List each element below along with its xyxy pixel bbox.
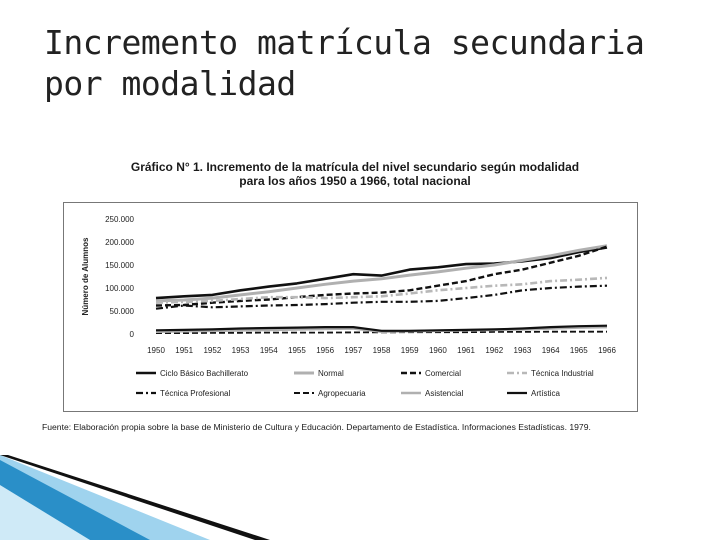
legend-label: Comercial <box>425 369 461 378</box>
x-tick-label: 1952 <box>203 346 221 355</box>
x-tick-label: 1965 <box>570 346 588 355</box>
series-line <box>155 324 608 332</box>
series-line <box>155 245 608 307</box>
series-line <box>155 246 608 300</box>
x-tick-label: 1959 <box>401 346 419 355</box>
legend-label: Técnica Profesional <box>160 389 230 398</box>
source-note: Fuente: Elaboración propia sobre la base… <box>42 422 591 432</box>
figure-title-line-1: Gráfico N° 1. Incremento de la matrícula… <box>130 160 580 174</box>
x-tick-label: 1960 <box>429 346 447 355</box>
corner-decoration-dark-stripe <box>0 455 270 540</box>
x-tick-label: 1966 <box>598 346 616 355</box>
series-line <box>155 244 608 303</box>
figure-title-line-2: para los años 1950 a 1966, total naciona… <box>239 174 471 188</box>
corner-decoration-pale-wedge <box>0 485 90 540</box>
y-axis-label: Número de Alumnos <box>81 237 90 315</box>
y-tick-label: 0 <box>130 330 135 339</box>
y-tick-label: 250.000 <box>105 215 134 224</box>
y-tick-label: 100.000 <box>105 284 134 293</box>
x-tick-label: 1963 <box>514 346 532 355</box>
series-line <box>155 276 608 304</box>
corner-decoration <box>0 455 270 540</box>
legend-label: Normal <box>318 369 344 378</box>
y-tick-label: 200.000 <box>105 238 134 247</box>
legend-label: Artística <box>531 389 560 398</box>
legend-label: Agropecuaria <box>318 389 366 398</box>
x-tick-label: 1951 <box>175 346 193 355</box>
x-tick-label: 1955 <box>288 346 306 355</box>
legend-label: Ciclo Básico Bachillerato <box>160 369 249 378</box>
y-tick-label: 150.000 <box>105 261 134 270</box>
line-chart: Número de Alumnos 0 50.000 100.000 150.000 20… <box>81 215 616 398</box>
x-tick-label: 1958 <box>373 346 391 355</box>
legend-label: Técnica Industrial <box>531 369 594 378</box>
x-tick-label: 1964 <box>542 346 560 355</box>
chart-frame: Número de Alumnos 0 50.000 100.000 150.000 20… <box>63 202 638 412</box>
slide-title: Incremento matrícula secundaria por moda… <box>44 23 645 103</box>
x-tick-label: 1950 <box>147 346 165 355</box>
x-tick-label: 1953 <box>232 346 250 355</box>
figure-title: Gráfico N° 1. Incremento de la matrícula… <box>60 160 650 188</box>
x-tick-label: 1954 <box>260 346 278 355</box>
x-tick-label: 1956 <box>316 346 334 355</box>
y-tick-label: 50.000 <box>110 307 135 316</box>
legend-label: Asistencial <box>425 389 463 398</box>
x-tick-label: 1961 <box>457 346 475 355</box>
series-line <box>155 284 608 310</box>
x-tick-label: 1962 <box>485 346 503 355</box>
x-tick-label: 1957 <box>344 346 362 355</box>
